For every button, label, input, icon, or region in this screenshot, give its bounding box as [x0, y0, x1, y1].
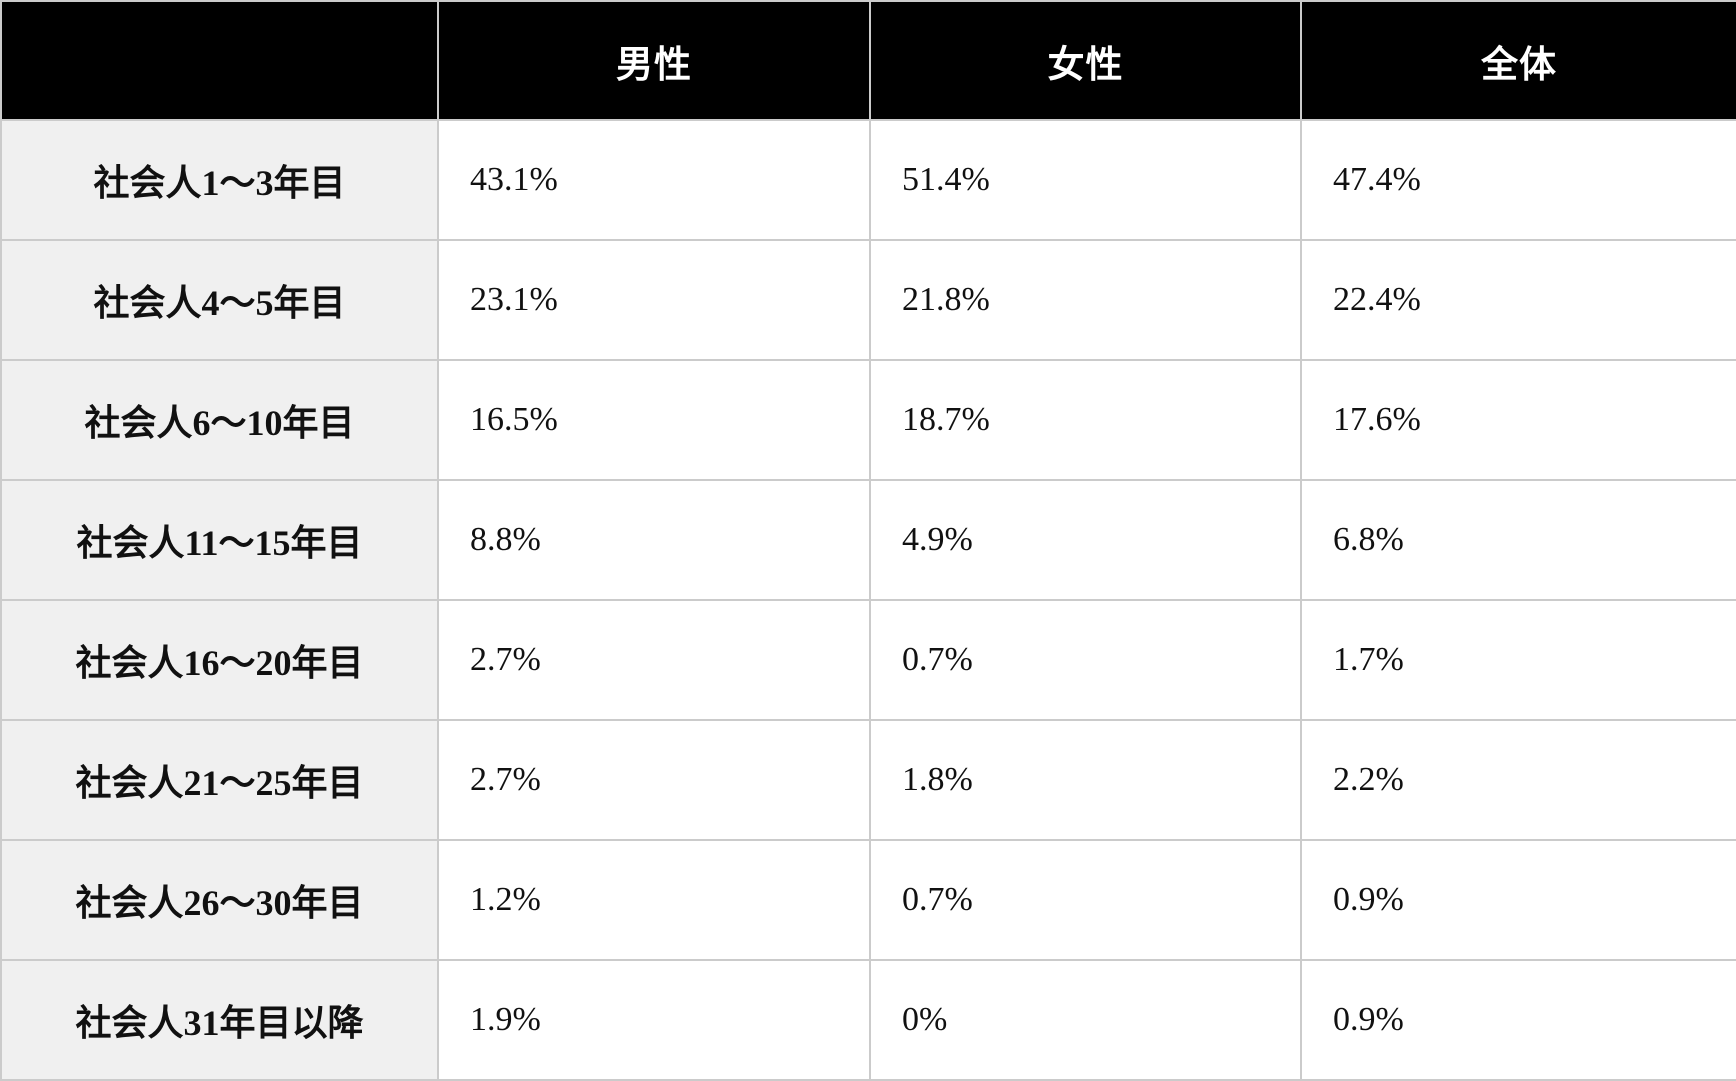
cell-male: 8.8%: [437, 479, 871, 601]
row-label: 社会人1〜3年目: [0, 119, 439, 241]
cell-female: 0.7%: [869, 599, 1302, 721]
cell-male: 23.1%: [437, 239, 871, 361]
row-label: 社会人21〜25年目: [0, 719, 439, 841]
cell-total: 2.2%: [1300, 719, 1736, 841]
table-row: 社会人16〜20年目 2.7% 0.7% 1.7%: [0, 599, 1736, 721]
table-row: 社会人6〜10年目 16.5% 18.7% 17.6%: [0, 359, 1736, 481]
cell-total: 0.9%: [1300, 959, 1736, 1081]
row-label: 社会人16〜20年目: [0, 599, 439, 721]
table-row: 社会人11〜15年目 8.8% 4.9% 6.8%: [0, 479, 1736, 601]
table-row: 社会人1〜3年目 43.1% 51.4% 47.4%: [0, 119, 1736, 241]
cell-total: 47.4%: [1300, 119, 1736, 241]
table-header: 男性 女性 全体: [0, 0, 1736, 121]
row-label: 社会人31年目以降: [0, 959, 439, 1081]
cell-total: 17.6%: [1300, 359, 1736, 481]
row-label: 社会人4〜5年目: [0, 239, 439, 361]
cell-total: 22.4%: [1300, 239, 1736, 361]
cell-total: 1.7%: [1300, 599, 1736, 721]
cell-male: 43.1%: [437, 119, 871, 241]
col-header-empty: [0, 0, 439, 121]
cell-female: 1.8%: [869, 719, 1302, 841]
cell-female: 4.9%: [869, 479, 1302, 601]
cell-male: 16.5%: [437, 359, 871, 481]
col-header-female: 女性: [869, 0, 1302, 121]
col-header-male: 男性: [437, 0, 871, 121]
header-row: 男性 女性 全体: [0, 0, 1736, 121]
row-label: 社会人6〜10年目: [0, 359, 439, 481]
table-body: 社会人1〜3年目 43.1% 51.4% 47.4% 社会人4〜5年目 23.1…: [0, 119, 1736, 1081]
cell-total: 0.9%: [1300, 839, 1736, 961]
table-row: 社会人26〜30年目 1.2% 0.7% 0.9%: [0, 839, 1736, 961]
table-row: 社会人4〜5年目 23.1% 21.8% 22.4%: [0, 239, 1736, 361]
cell-female: 21.8%: [869, 239, 1302, 361]
cell-male: 1.9%: [437, 959, 871, 1081]
cell-male: 2.7%: [437, 599, 871, 721]
row-label: 社会人26〜30年目: [0, 839, 439, 961]
table-row: 社会人21〜25年目 2.7% 1.8% 2.2%: [0, 719, 1736, 841]
cell-female: 51.4%: [869, 119, 1302, 241]
table-row: 社会人31年目以降 1.9% 0% 0.9%: [0, 959, 1736, 1081]
cell-male: 2.7%: [437, 719, 871, 841]
cell-male: 1.2%: [437, 839, 871, 961]
cell-female: 0%: [869, 959, 1302, 1081]
cell-female: 0.7%: [869, 839, 1302, 961]
cell-total: 6.8%: [1300, 479, 1736, 601]
cell-female: 18.7%: [869, 359, 1302, 481]
row-label: 社会人11〜15年目: [0, 479, 439, 601]
col-header-total: 全体: [1300, 0, 1736, 121]
